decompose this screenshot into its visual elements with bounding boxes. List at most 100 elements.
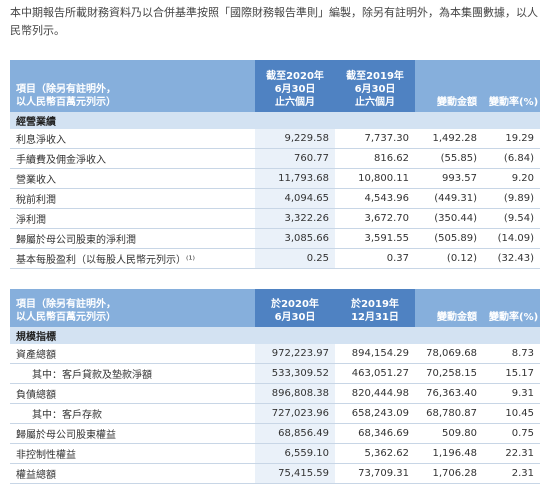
header-cell: 截至2019年 6月30日 止六個月 xyxy=(335,60,415,112)
cell-value: 6,559.10 xyxy=(255,443,335,464)
header-cell: 於2020年 6月30日 xyxy=(255,289,335,327)
header-cell: 變動率(%) xyxy=(483,289,540,327)
cell-value: 760.77 xyxy=(255,148,335,169)
row-label: 其中：客戶貸款及墊款淨額 xyxy=(10,363,255,384)
header-line: 6月30日 xyxy=(274,84,316,95)
cell-value: 78,069.68 xyxy=(415,344,483,364)
cell-value: 3,672.70 xyxy=(335,208,415,229)
cell-value: 820,444.98 xyxy=(335,383,415,404)
cell-value: 727,023.96 xyxy=(255,403,335,424)
row-label: 權益總額 xyxy=(10,463,255,484)
cell-value: 816.62 xyxy=(335,148,415,169)
header-cell: 截至2020年 6月30日 止六個月 xyxy=(255,60,335,112)
header-line: 於2020年 xyxy=(271,299,319,310)
header-line: 於2019年 xyxy=(351,299,399,310)
cell-value: 11,793.68 xyxy=(255,168,335,189)
cell-value: (9.54) xyxy=(483,208,540,229)
cell-value: 8.73 xyxy=(483,344,540,364)
table-row: 負債總額 896,808.38 820,444.98 76,363.40 9.31 xyxy=(10,383,540,404)
table-row: 手續費及佣金淨收入 760.77 816.62 (55.85) (6.84) xyxy=(10,148,540,169)
intro-text: 本中期報告所載財務資料乃以合併基準按照「國際財務報告準則」編製，除另有註明外，為… xyxy=(10,6,538,37)
section-row: 規模指標 xyxy=(10,327,540,344)
cell-value: 3,085.66 xyxy=(255,228,335,249)
cell-value: 0.37 xyxy=(335,248,415,269)
header-cell: 變動金額 xyxy=(415,60,483,112)
cell-value: 0.25 xyxy=(255,248,335,269)
cell-value: 70,258.15 xyxy=(415,363,483,384)
cell-value: 73,709.31 xyxy=(335,463,415,484)
table-row: 權益總額 75,415.59 73,709.31 1,706.28 2.31 xyxy=(10,463,540,484)
cell-value: 896,808.38 xyxy=(255,383,335,404)
cell-value: 993.57 xyxy=(415,168,483,189)
table-row: 資產總額 972,223.97 894,154.29 78,069.68 8.73 xyxy=(10,344,540,364)
cell-value: 463,051.27 xyxy=(335,363,415,384)
header-cell: 項目（除另有註明外， 以人民幣百萬元列示） xyxy=(10,60,255,112)
cell-value: (32.43) xyxy=(483,248,540,269)
header-cell: 變動率(%) xyxy=(483,60,540,112)
cell-value: 3,591.55 xyxy=(335,228,415,249)
header-line: 截至2019年 xyxy=(346,71,404,82)
table-row: 營業收入 11,793.68 10,800.11 993.57 9.20 xyxy=(10,168,540,189)
cell-value: 9.31 xyxy=(483,383,540,404)
cell-value: 1,492.28 xyxy=(415,129,483,149)
cell-value: 68,856.49 xyxy=(255,423,335,444)
cell-value: 10,800.11 xyxy=(335,168,415,189)
cell-value: 68,780.87 xyxy=(415,403,483,424)
row-label: 淨利潤 xyxy=(10,208,255,229)
table-row: 利息淨收入 9,229.58 7,737.30 1,492.28 19.29 xyxy=(10,129,540,149)
header-line: 變動金額 xyxy=(437,97,477,108)
header-line: 12月31日 xyxy=(351,312,399,323)
cell-value: (449.31) xyxy=(415,188,483,209)
row-label: 其中：客戶存款 xyxy=(10,403,255,424)
header-cell: 變動金額 xyxy=(415,289,483,327)
cell-value: 533,309.52 xyxy=(255,363,335,384)
row-label: 歸屬於母公司股東的淨利潤 xyxy=(10,228,255,249)
cell-value: 972,223.97 xyxy=(255,344,335,364)
row-label: 基本每股盈利（以每股人民幣元列示）⁽¹⁾ xyxy=(10,248,255,269)
header-line: 變動率(%) xyxy=(489,97,539,108)
cell-value: 4,094.65 xyxy=(255,188,335,209)
row-label: 非控制性權益 xyxy=(10,443,255,464)
header-line: 項目（除另有註明外， xyxy=(16,299,116,310)
cell-value: (6.84) xyxy=(483,148,540,169)
table-row: 非控制性權益 6,559.10 5,362.62 1,196.48 22.31 xyxy=(10,443,540,464)
row-label: 歸屬於母公司股東權益 xyxy=(10,423,255,444)
data-table: 項目（除另有註明外， 以人民幣百萬元列示） 截至2020年 6月30日 止六個月 截至20… xyxy=(10,60,540,269)
header-line: 6月30日 xyxy=(274,312,316,323)
cell-value: (350.44) xyxy=(415,208,483,229)
table-row: 歸屬於母公司股東權益 68,856.49 68,346.69 509.80 0.75 xyxy=(10,423,540,444)
header-line: 變動率(%) xyxy=(489,312,539,323)
row-label: 營業收入 xyxy=(10,168,255,189)
cell-value: 22.31 xyxy=(483,443,540,464)
cell-value: 68,346.69 xyxy=(335,423,415,444)
cell-value: 10.45 xyxy=(483,403,540,424)
cell-value: 3,322.26 xyxy=(255,208,335,229)
header-line: 以人民幣百萬元列示） xyxy=(16,312,116,323)
header-line: 變動金額 xyxy=(437,312,477,323)
table-row: 其中：客戶貸款及墊款淨額 533,309.52 463,051.27 70,258.1… xyxy=(10,363,540,384)
cell-value: (55.85) xyxy=(415,148,483,169)
cell-value: 1,706.28 xyxy=(415,463,483,484)
cell-value: (9.89) xyxy=(483,188,540,209)
table-row: 歸屬於母公司股東的淨利潤 3,085.66 3,591.55 (505.89) (14.… xyxy=(10,228,540,249)
section-row: 經營業績 xyxy=(10,112,540,129)
header-row: 項目（除另有註明外， 以人民幣百萬元列示） 於2020年 6月30日 於2019年 12月… xyxy=(10,289,540,327)
row-label: 利息淨收入 xyxy=(10,129,255,149)
cell-value: 4,543.96 xyxy=(335,188,415,209)
table-row: 基本每股盈利（以每股人民幣元列示）⁽¹⁾ 0.25 0.37 (0.12) (32.43… xyxy=(10,248,540,269)
cell-value: 9.20 xyxy=(483,168,540,189)
header-line: 6月30日 xyxy=(354,84,396,95)
table-row: 其中：客戶存款 727,023.96 658,243.09 68,780.87 10.4… xyxy=(10,403,540,424)
table-row: 稅前利潤 4,094.65 4,543.96 (449.31) (9.89) xyxy=(10,188,540,209)
section-title: 規模指標 xyxy=(10,327,540,344)
row-label: 手續費及佣金淨收入 xyxy=(10,148,255,169)
header-line: 截至2020年 xyxy=(266,71,324,82)
row-label: 負債總額 xyxy=(10,383,255,404)
cell-value: 15.17 xyxy=(483,363,540,384)
row-label: 稅前利潤 xyxy=(10,188,255,209)
cell-value: 75,415.59 xyxy=(255,463,335,484)
table-row: 淨利潤 3,322.26 3,672.70 (350.44) (9.54) xyxy=(10,208,540,229)
cell-value: 1,196.48 xyxy=(415,443,483,464)
cell-value: 5,362.62 xyxy=(335,443,415,464)
cell-value: (14.09) xyxy=(483,228,540,249)
